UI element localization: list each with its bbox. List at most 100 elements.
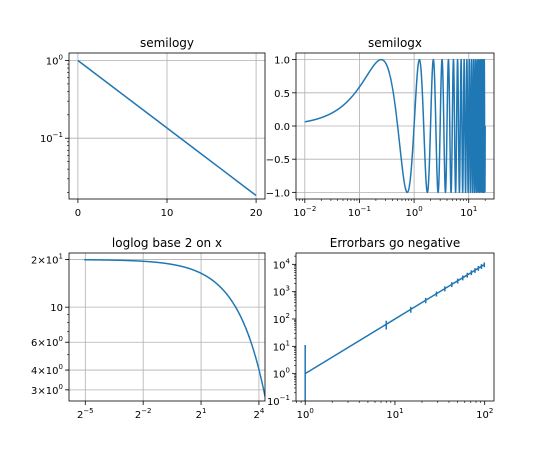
- x-tick-label: 100: [297, 407, 314, 421]
- y-tick-label-base: 10: [273, 288, 286, 299]
- x-tick-label-base: 10: [297, 410, 310, 421]
- x-tick-label-base: 2: [254, 410, 260, 421]
- x-tick-label-exponent: 0: [418, 205, 422, 213]
- y-tick-label: −0.5: [266, 155, 290, 166]
- y-tick-label-times: ×: [37, 366, 45, 377]
- y-tick-label-base: 10: [273, 260, 286, 271]
- y-tick-label-base: 10: [46, 338, 59, 349]
- y-tick-label: 104: [273, 257, 291, 271]
- y-tick-label-exponent: 3: [286, 285, 290, 293]
- y-tick-label: 10−1: [267, 394, 290, 408]
- x-tick-label-base: 10: [460, 208, 473, 219]
- y-tick-label-mantissa: 3: [31, 386, 37, 397]
- y-tick-label: 2×101: [31, 253, 63, 267]
- y-tick-label-base: 10: [273, 342, 286, 353]
- x-tick-label: 0: [75, 208, 81, 219]
- y-tick-label: 0.0: [274, 122, 290, 133]
- x-tick-label-exponent: −2: [141, 407, 151, 415]
- y-tick-label-times: ×: [37, 386, 45, 397]
- y-tick-label-base: 10: [267, 397, 280, 408]
- x-tick-label-base: 10: [405, 208, 418, 219]
- y-tick-label-exponent: 4: [286, 257, 291, 265]
- x-tick-label-base: 2: [77, 410, 83, 421]
- x-tick-label-base: 10: [386, 410, 399, 421]
- x-tick-label: 10: [161, 208, 174, 219]
- y-tick-label-exponent: 0: [59, 335, 63, 343]
- y-tick-label-exponent: −1: [53, 131, 63, 139]
- x-tick-label-base: 10: [476, 410, 489, 421]
- x-tick-label: 100: [405, 205, 422, 219]
- y-tick-label: 10−1: [40, 131, 63, 145]
- x-tick-label-exponent: 2: [489, 407, 493, 415]
- x-tick-label-base: 2: [196, 410, 202, 421]
- y-tick-label-base: 10: [46, 366, 59, 377]
- x-tick-label: 102: [476, 407, 493, 421]
- chart-title: semilogy: [140, 36, 194, 50]
- x-tick-label: 10−1: [348, 205, 371, 219]
- y-tick-label-exponent: 0: [59, 383, 63, 391]
- x-tick-label-exponent: 1: [202, 407, 206, 415]
- y-tick-label-mantissa: 6: [31, 338, 37, 349]
- y-tick-label: 3×100: [31, 383, 63, 397]
- series-line: [304, 58, 486, 194]
- y-tick-label-base: 10: [46, 386, 59, 397]
- subplot-2: 1.0 0.5 0.0 −0.5 −1.0 semilogx: [266, 36, 495, 203]
- y-tick-label: 100: [273, 367, 290, 381]
- x-tick-label-exponent: −1: [361, 205, 371, 213]
- y-tick-label-exponent: 1: [59, 253, 63, 261]
- y-tick-label: 101: [273, 339, 290, 353]
- y-tick-label-base: 10: [273, 370, 286, 381]
- y-tick-label-times: ×: [37, 256, 45, 267]
- y-tick-label: 100: [46, 54, 63, 68]
- y-tick-label-exponent: −1: [280, 394, 290, 402]
- x-tick-label: 101: [386, 407, 403, 421]
- y-tick-label-base: 10: [273, 315, 286, 326]
- x-tick-label: 2−2: [135, 407, 152, 421]
- chart-title: loglog base 2 on x: [112, 236, 222, 250]
- x-tick-label: 24: [254, 407, 265, 421]
- x-tick-label: 20: [250, 208, 263, 219]
- axes-frame: [68, 252, 266, 402]
- y-tick-label: −1.0: [266, 188, 290, 199]
- x-tick-label-base: 2: [135, 410, 141, 421]
- chart-title: semilogx: [368, 36, 422, 50]
- y-tick-label-base: 10: [46, 256, 59, 267]
- plot-area: [304, 58, 486, 194]
- x-tick-label: 101: [460, 205, 477, 219]
- y-tick-label-mantissa: 4: [31, 366, 37, 377]
- y-tick-label-exponent: 0: [286, 367, 290, 375]
- y-tick-label: 1.0: [274, 56, 290, 67]
- y-tick-label: 10: [50, 303, 63, 314]
- y-tick-label: 103: [273, 285, 290, 299]
- y-tick-label-exponent: 1: [286, 339, 290, 347]
- x-tick-label-exponent: 4: [260, 407, 265, 415]
- y-tick-label-base: 10: [40, 134, 53, 145]
- series-line: [83, 259, 265, 398]
- x-tick-label-base: 10: [348, 208, 361, 219]
- y-tick-label: 6×100: [31, 335, 63, 349]
- plot-area: [83, 259, 265, 398]
- x-tick-label: 10−2: [293, 205, 316, 219]
- x-tick-label: 2−5: [77, 407, 94, 421]
- series-line: [304, 263, 485, 375]
- x-tick-label-exponent: 0: [309, 407, 313, 415]
- x-tick-label-exponent: 1: [473, 205, 477, 213]
- y-tick-label: 102: [273, 312, 290, 326]
- x-tick-label-exponent: −2: [306, 205, 316, 213]
- y-tick-label: 4×100: [31, 363, 63, 377]
- y-tick-label-base: 10: [46, 57, 59, 68]
- y-tick-label-exponent: 0: [59, 54, 63, 62]
- x-tick-label-exponent: −5: [83, 407, 93, 415]
- x-tick-label-exponent: 1: [399, 407, 403, 415]
- y-tick-label-mantissa: 2: [31, 256, 37, 267]
- y-tick-label-times: ×: [37, 338, 45, 349]
- x-tick-label: 21: [196, 407, 207, 421]
- y-tick-label: 0.5: [274, 89, 290, 100]
- series-line: [77, 59, 257, 197]
- x-tick-label-base: 10: [293, 208, 306, 219]
- y-tick-label-exponent: 2: [286, 312, 290, 320]
